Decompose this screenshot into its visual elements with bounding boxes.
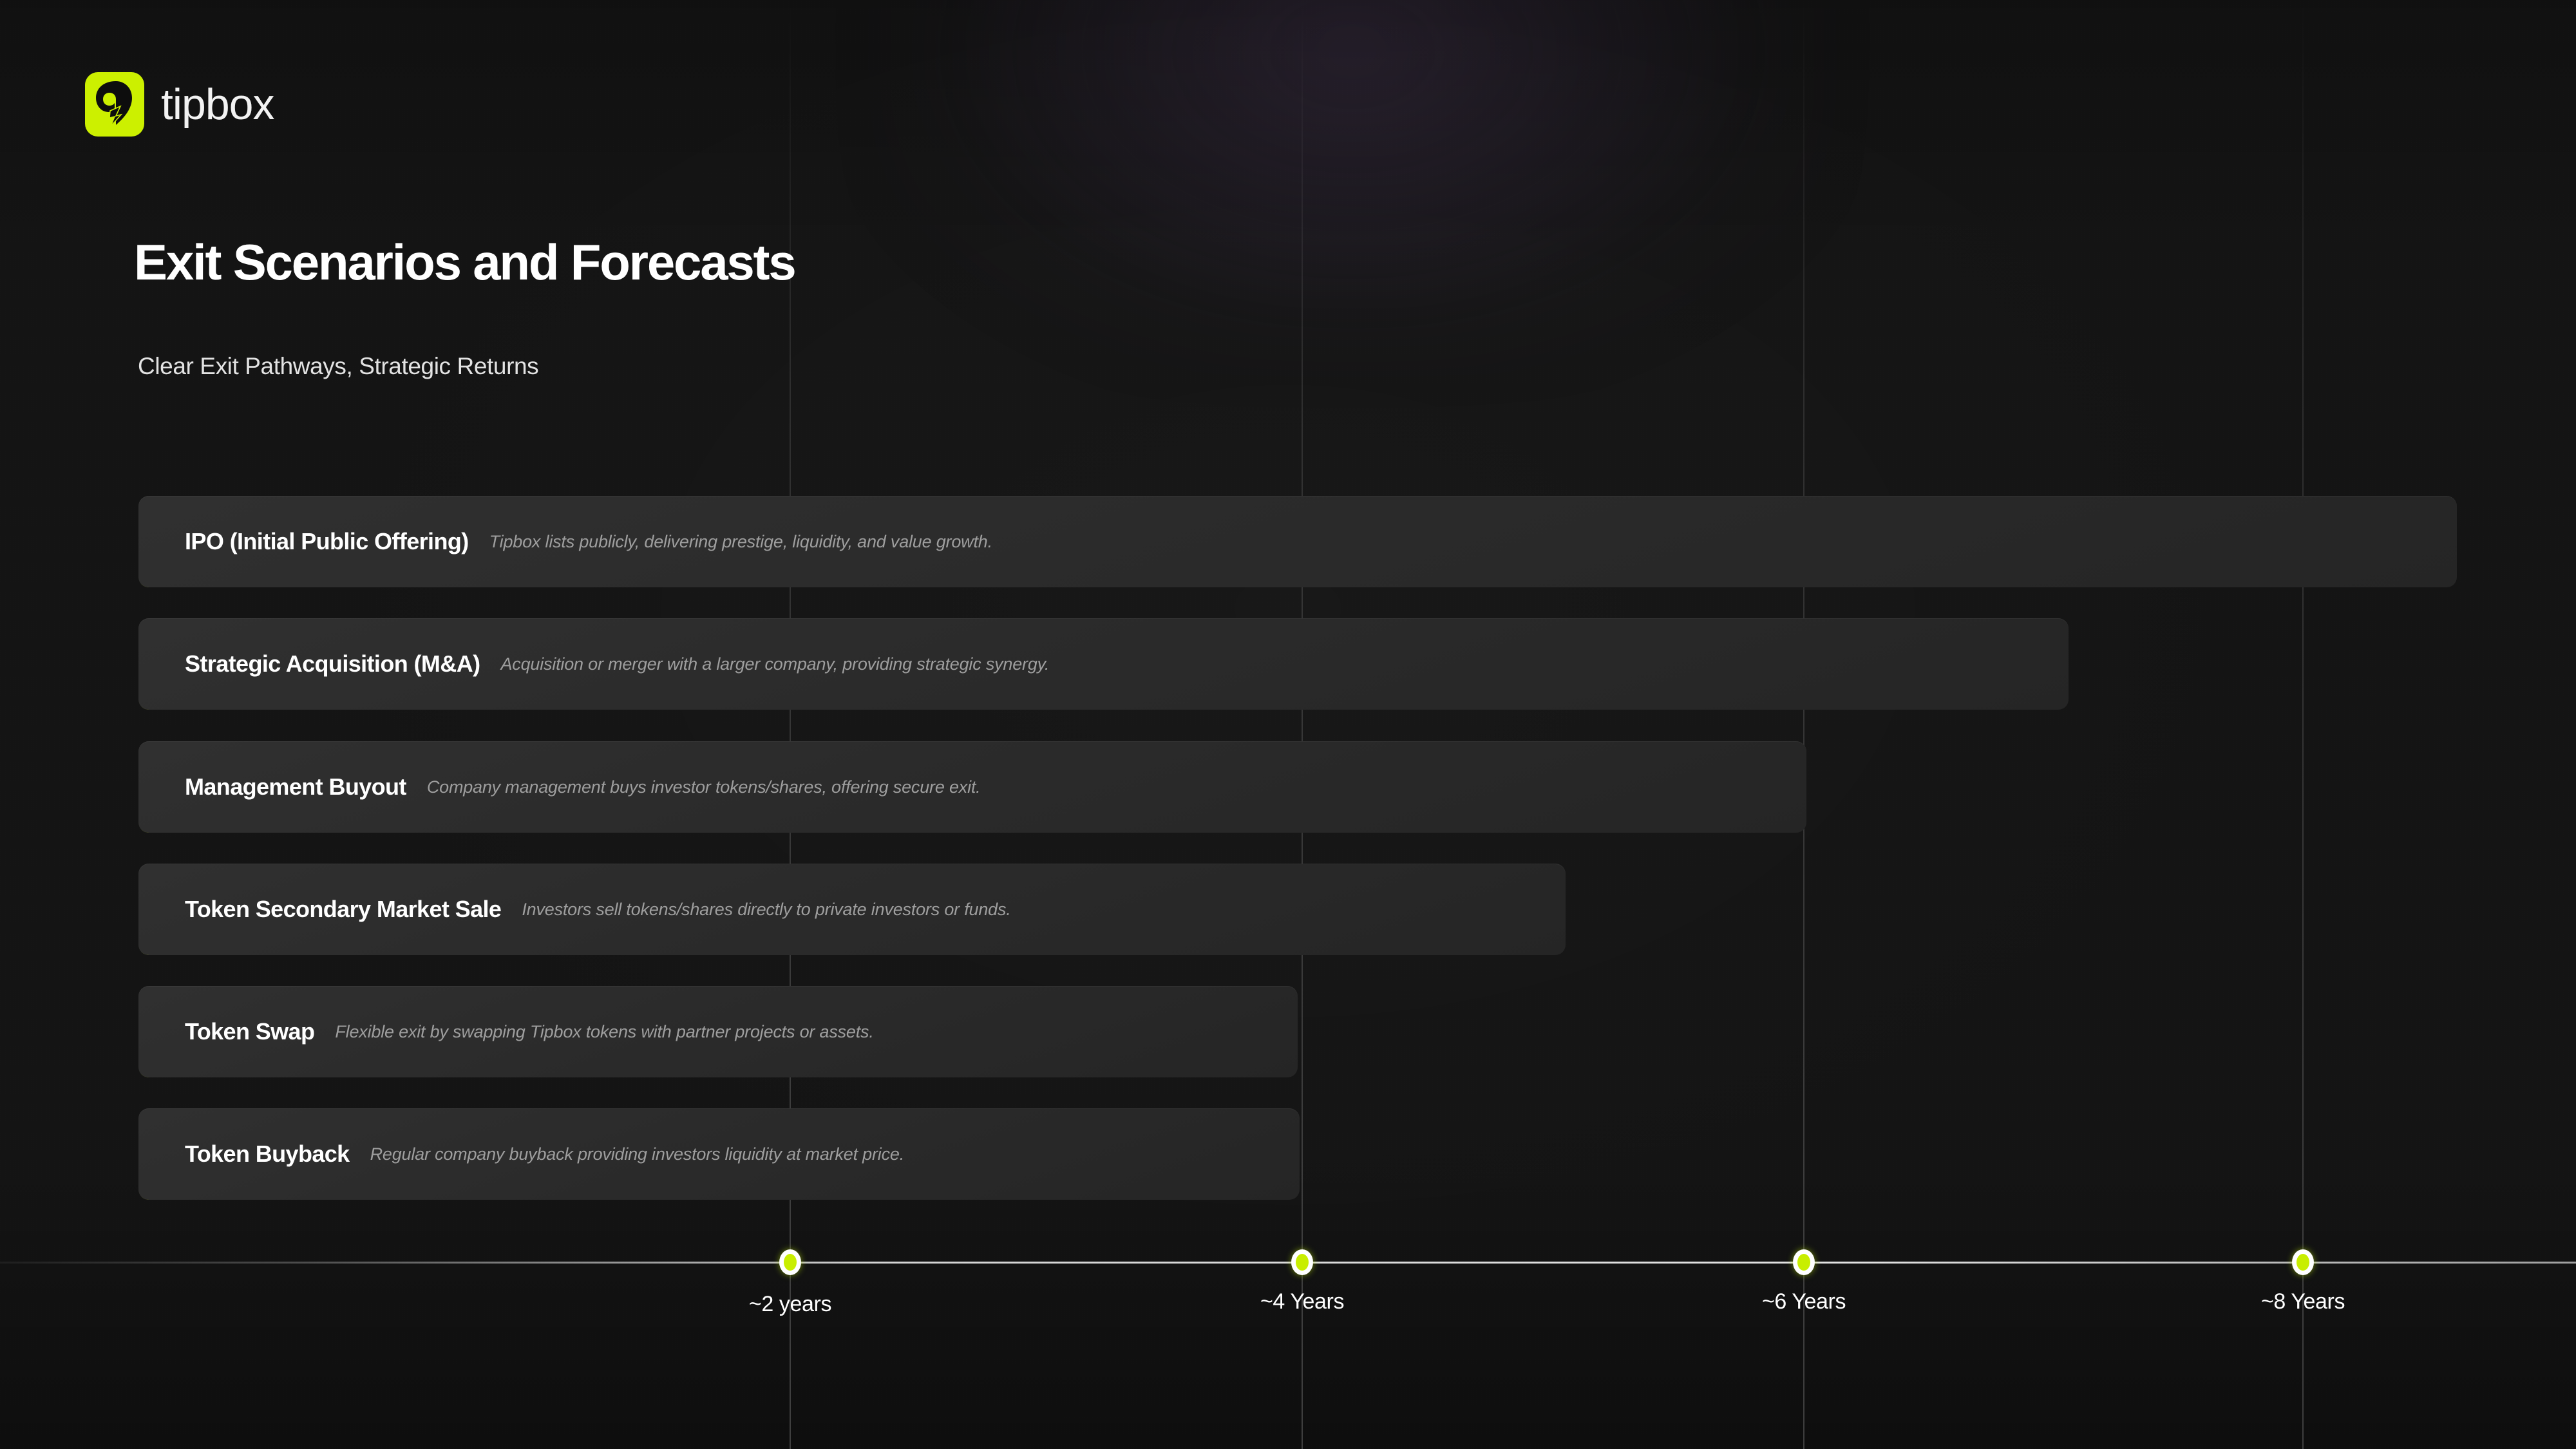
- bar-label: Management Buyout: [185, 773, 406, 800]
- tick-label: ~8 Years: [2260, 1289, 2345, 1314]
- tick-dot-icon: [2292, 1249, 2314, 1275]
- bar-description: Flexible exit by swapping Tipbox tokens …: [335, 1021, 874, 1041]
- bar-token-swap[interactable]: Token Swap Flexible exit by swapping Tip…: [138, 986, 1298, 1077]
- bar-label: Token Secondary Market Sale: [185, 896, 502, 922]
- bar-ipo[interactable]: IPO (Initial Public Offering) Tipbox lis…: [138, 496, 2457, 587]
- bar-token-secondary-market-sale[interactable]: Token Secondary Market Sale Investors se…: [138, 864, 1566, 955]
- page-subtitle: Clear Exit Pathways, Strategic Returns: [138, 353, 539, 379]
- tick-label: ~4 Years: [1260, 1289, 1345, 1314]
- bar-description: Tipbox lists publicly, delivering presti…: [489, 531, 992, 551]
- bar-description: Company management buys investor tokens/…: [426, 777, 981, 797]
- bar-label: Strategic Acquisition (M&A): [185, 650, 480, 677]
- tick-label: ~6 Years: [1761, 1289, 1846, 1314]
- page-title: Exit Scenarios and Forecasts: [134, 234, 797, 290]
- bar-management-buyout[interactable]: Management Buyout Company management buy…: [138, 741, 1806, 833]
- brand-name: tipbox: [161, 80, 274, 129]
- bar-label: IPO (Initial Public Offering): [185, 528, 469, 554]
- tick-dot-icon: [1793, 1249, 1815, 1275]
- bar-description: Regular company buyback providing invest…: [370, 1144, 905, 1164]
- bar-description: Investors sell tokens/shares directly to…: [522, 899, 1011, 919]
- brand-logo[interactable]: tipbox: [85, 72, 274, 137]
- bar-strategic-acquisition[interactable]: Strategic Acquisition (M&A) Acquisition …: [138, 618, 2069, 710]
- bar-label: Token Swap: [185, 1018, 315, 1045]
- tick-dot-icon: [779, 1249, 801, 1275]
- tipbox-logo-icon: [85, 72, 144, 137]
- bar-token-buyback[interactable]: Token Buyback Regular company buyback pr…: [138, 1108, 1300, 1200]
- bar-label: Token Buyback: [185, 1141, 350, 1167]
- tick-dot-icon: [1291, 1249, 1313, 1275]
- tick-label: ~2 years: [748, 1292, 832, 1316]
- timeline-axis-line: [0, 1262, 2576, 1264]
- bar-description: Acquisition or merger with a larger comp…: [500, 654, 1050, 674]
